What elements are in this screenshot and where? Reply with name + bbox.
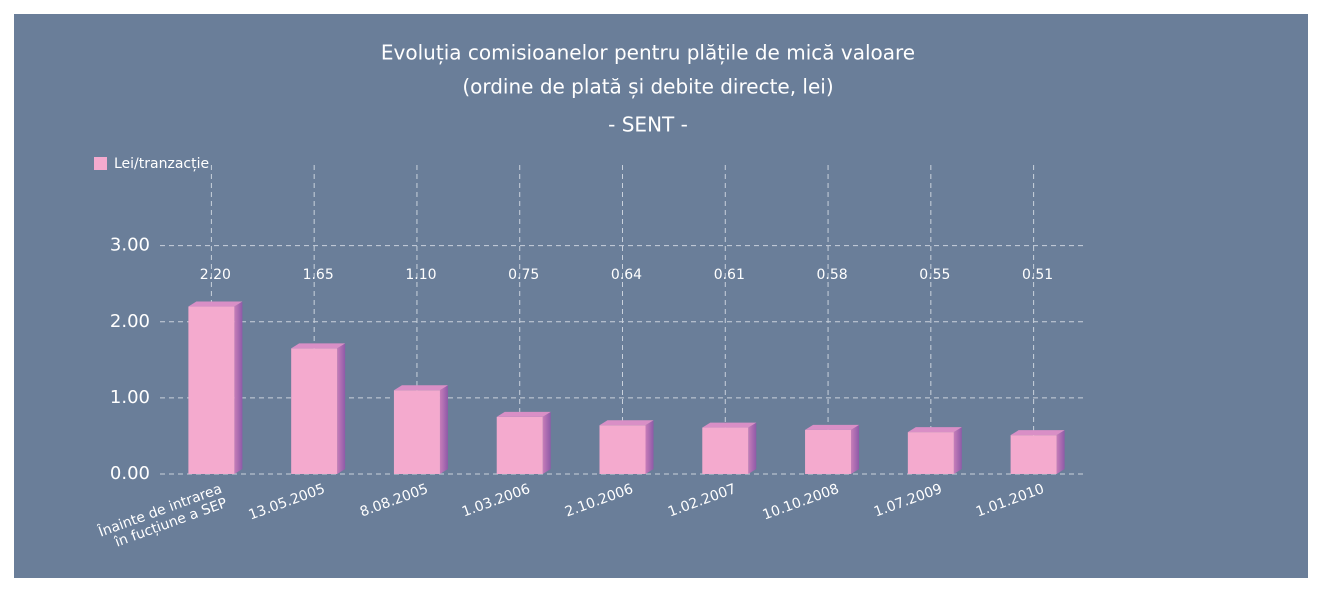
bar-front	[805, 429, 852, 474]
bar-front	[188, 306, 235, 474]
y-tick-label: 2.00	[110, 311, 150, 332]
bar	[1010, 430, 1065, 474]
bar	[907, 427, 962, 474]
bar-front	[599, 425, 646, 474]
bar	[188, 301, 243, 474]
bar-front	[1010, 435, 1057, 474]
bar	[393, 385, 448, 474]
bar	[599, 420, 654, 474]
bar-side	[439, 385, 448, 474]
bar-front	[702, 427, 749, 474]
data-label: 0.55	[919, 267, 950, 283]
bar-side	[953, 427, 962, 474]
chart-subtitle: (ordine de plată și debite directe, lei)	[462, 75, 833, 99]
bar	[805, 424, 860, 474]
bar-top	[393, 385, 448, 391]
data-label: 0.58	[816, 267, 847, 283]
bar-side	[645, 420, 654, 474]
bar-top	[291, 343, 346, 349]
bar	[496, 411, 551, 474]
data-label: 2.20	[200, 267, 231, 283]
bar-side	[542, 411, 551, 474]
bar-top	[188, 301, 243, 307]
bar-top	[805, 424, 860, 430]
data-label: 1.10	[405, 267, 436, 283]
data-label: 0.51	[1022, 267, 1053, 283]
bar	[291, 343, 346, 474]
y-tick-label: 0.00	[110, 463, 150, 484]
bar-front	[496, 416, 543, 474]
bar-top	[1010, 430, 1065, 436]
data-label: 0.61	[714, 267, 745, 283]
panel	[14, 14, 1308, 578]
bar-front	[907, 432, 954, 474]
y-tick-label: 1.00	[110, 387, 150, 408]
data-label: 0.75	[508, 267, 539, 283]
bar	[702, 422, 757, 474]
data-label: 0.64	[611, 267, 642, 283]
bar-side	[234, 301, 243, 474]
bar-side	[851, 424, 860, 474]
bar-side	[337, 343, 346, 474]
bar-top	[599, 420, 654, 426]
data-label: 1.65	[303, 267, 334, 283]
chart-title: Evoluția comisioanelor pentru plățile de…	[381, 41, 915, 65]
y-tick-label: 3.00	[110, 235, 150, 256]
legend-swatch	[94, 157, 107, 170]
bar-side	[1056, 430, 1065, 474]
chart-subtitle: - SENT -	[608, 113, 688, 137]
bar-side	[748, 422, 757, 474]
bar-top	[907, 427, 962, 433]
legend-label: Lei/tranzacție	[114, 156, 209, 172]
bar-top	[702, 422, 757, 428]
bar-front	[393, 390, 440, 474]
bar-top	[496, 411, 551, 417]
bar-front	[291, 348, 338, 474]
